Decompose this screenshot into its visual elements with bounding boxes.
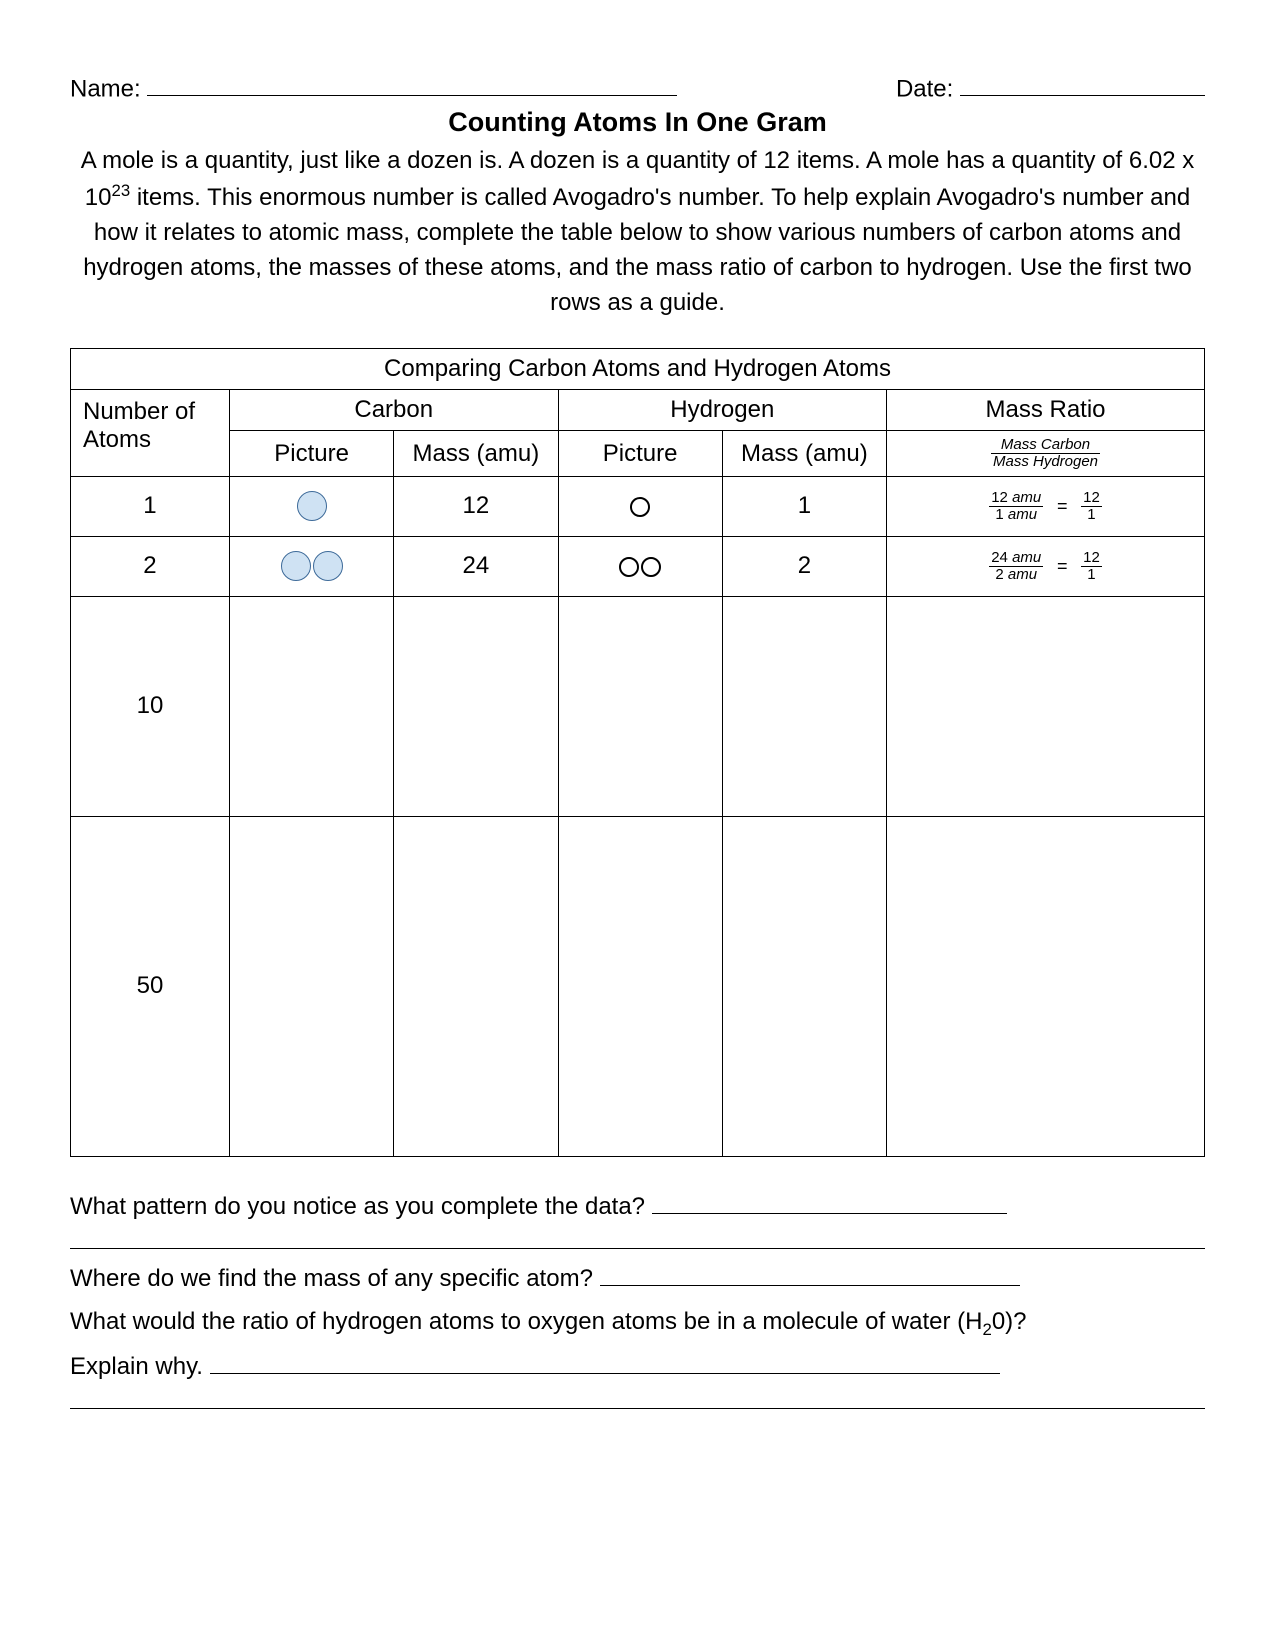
carbon-atom-icon — [297, 491, 327, 521]
intro-exponent: 23 — [112, 181, 131, 200]
cell-n: 1 — [71, 476, 230, 536]
cell-hydrogen-picture-blank[interactable] — [558, 596, 722, 816]
cell-carbon-mass: 12 — [394, 476, 558, 536]
cell-ratio-blank[interactable] — [887, 596, 1205, 816]
ratio-left-fraction: 24 amu 2 amu — [989, 550, 1043, 583]
q3-post: 0)? — [992, 1308, 1027, 1335]
name-label: Name: — [70, 75, 141, 102]
th-carbon-picture: Picture — [229, 431, 393, 477]
th-mass-ratio: Mass Ratio — [887, 390, 1205, 431]
cell-n: 50 — [71, 816, 230, 1156]
ratio-right-fraction: 12 1 — [1081, 550, 1102, 583]
table-row: 50 — [71, 816, 1205, 1156]
ratio-label-fraction: Mass Carbon Mass Hydrogen — [991, 437, 1100, 470]
carbon-atom-icon — [313, 551, 343, 581]
th-carbon: Carbon — [229, 390, 558, 431]
name-field: Name: — [70, 70, 677, 103]
cell-n: 10 — [71, 596, 230, 816]
ratio-right-fraction: 12 1 — [1081, 490, 1102, 523]
worksheet-page: Name: Date: Counting Atoms In One Gram A… — [0, 0, 1275, 1651]
table-header-row-2: Picture Mass (amu) Picture Mass (amu) Ma… — [71, 431, 1205, 477]
table-caption: Comparing Carbon Atoms and Hydrogen Atom… — [71, 349, 1205, 390]
q1-text: What pattern do you notice as you comple… — [70, 1193, 645, 1220]
table-title-row: Comparing Carbon Atoms and Hydrogen Atom… — [71, 349, 1205, 390]
question-1: What pattern do you notice as you comple… — [70, 1185, 1205, 1228]
cell-carbon-picture — [229, 536, 393, 596]
cell-carbon-picture-blank[interactable] — [229, 596, 393, 816]
comparison-table: Comparing Carbon Atoms and Hydrogen Atom… — [70, 348, 1205, 1157]
name-blank[interactable] — [147, 70, 677, 96]
th-number-of-atoms: Number of Atoms — [71, 390, 230, 477]
equals-sign: = — [1057, 556, 1068, 576]
hydrogen-atom-icon — [641, 557, 661, 577]
cell-carbon-mass-blank[interactable] — [394, 596, 558, 816]
cell-hydrogen-picture-blank[interactable] — [558, 816, 722, 1156]
ratio-label-num: Mass Carbon — [991, 437, 1100, 454]
q1-blank-line-2[interactable] — [70, 1248, 1205, 1249]
question-4: Explain why. — [70, 1345, 1205, 1388]
table-header-row-1: Number of Atoms Carbon Hydrogen Mass Rat… — [71, 390, 1205, 431]
q3-pre: What would the ratio of hydrogen atoms t… — [70, 1308, 982, 1335]
ratio-label-den: Mass Hydrogen — [991, 454, 1100, 470]
header-row: Name: Date: — [70, 70, 1205, 103]
q2-blank[interactable] — [600, 1260, 1020, 1286]
table-row: 10 — [71, 596, 1205, 816]
q1-blank[interactable] — [652, 1187, 1007, 1213]
cell-hydrogen-mass-blank[interactable] — [722, 816, 886, 1156]
cell-carbon-picture-blank[interactable] — [229, 816, 393, 1156]
intro-paragraph: A mole is a quantity, just like a dozen … — [70, 144, 1205, 320]
equals-sign: = — [1057, 496, 1068, 516]
question-2: Where do we find the mass of any specifi… — [70, 1257, 1205, 1300]
cell-hydrogen-picture — [558, 536, 722, 596]
q4-text: Explain why. — [70, 1353, 203, 1380]
th-carbon-mass: Mass (amu) — [394, 431, 558, 477]
date-label: Date: — [896, 75, 953, 102]
q4-blank-line-2[interactable] — [70, 1408, 1205, 1409]
hydrogen-atom-icon — [630, 497, 650, 517]
carbon-atom-icon — [281, 551, 311, 581]
th-ratio-formula: Mass Carbon Mass Hydrogen — [887, 431, 1205, 477]
hydrogen-atom-icon — [619, 557, 639, 577]
cell-carbon-mass: 24 — [394, 536, 558, 596]
cell-hydrogen-mass: 2 — [722, 536, 886, 596]
date-field: Date: — [896, 70, 1205, 103]
q4-blank[interactable] — [210, 1348, 1000, 1374]
ratio-left-fraction: 12 amu 1 amu — [989, 490, 1043, 523]
page-title: Counting Atoms In One Gram — [70, 107, 1205, 138]
cell-carbon-mass-blank[interactable] — [394, 816, 558, 1156]
th-hydrogen-picture: Picture — [558, 431, 722, 477]
cell-hydrogen-mass: 1 — [722, 476, 886, 536]
table-row: 1 12 1 12 amu 1 amu = 12 1 — [71, 476, 1205, 536]
q3-sub: 2 — [982, 1320, 991, 1339]
cell-carbon-picture — [229, 476, 393, 536]
question-3: What would the ratio of hydrogen atoms t… — [70, 1300, 1205, 1345]
intro-post: items. This enormous number is called Av… — [83, 184, 1192, 315]
th-hydrogen-mass: Mass (amu) — [722, 431, 886, 477]
questions-section: What pattern do you notice as you comple… — [70, 1185, 1205, 1410]
cell-ratio: 12 amu 1 amu = 12 1 — [887, 476, 1205, 536]
cell-ratio-blank[interactable] — [887, 816, 1205, 1156]
cell-n: 2 — [71, 536, 230, 596]
table-row: 2 24 2 24 amu 2 amu = 12 1 — [71, 536, 1205, 596]
th-hydrogen: Hydrogen — [558, 390, 887, 431]
cell-ratio: 24 amu 2 amu = 12 1 — [887, 536, 1205, 596]
q2-text: Where do we find the mass of any specifi… — [70, 1265, 593, 1292]
date-blank[interactable] — [960, 70, 1205, 96]
cell-hydrogen-mass-blank[interactable] — [722, 596, 886, 816]
cell-hydrogen-picture — [558, 476, 722, 536]
